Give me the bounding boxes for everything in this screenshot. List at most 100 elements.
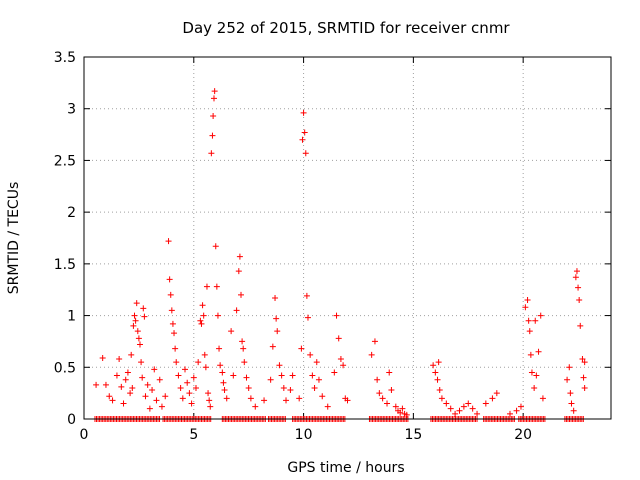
data-point xyxy=(171,330,178,337)
data-point xyxy=(272,294,279,301)
y-tick-label: 2.5 xyxy=(54,153,76,169)
data-point xyxy=(532,317,539,324)
data-point xyxy=(140,305,147,312)
x-tick-label: 10 xyxy=(295,427,313,443)
data-point xyxy=(213,283,220,290)
data-point xyxy=(127,390,134,397)
data-point xyxy=(283,397,290,404)
data-point xyxy=(223,395,230,402)
data-point xyxy=(247,395,254,402)
data-point xyxy=(570,407,577,414)
data-point xyxy=(169,320,176,327)
data-point xyxy=(371,338,378,345)
data-point xyxy=(238,291,245,298)
data-point xyxy=(469,405,476,412)
y-tick-label: 3.5 xyxy=(54,50,76,66)
data-point xyxy=(460,403,467,410)
plot-frame xyxy=(83,56,612,420)
data-point xyxy=(241,359,248,366)
data-point xyxy=(118,383,125,390)
data-point xyxy=(303,292,310,299)
data-point xyxy=(298,345,305,352)
data-point xyxy=(228,328,235,335)
data-point xyxy=(131,312,138,319)
data-point xyxy=(261,397,268,404)
data-point xyxy=(269,343,276,350)
data-point xyxy=(489,395,496,402)
data-point xyxy=(531,384,538,391)
data-point xyxy=(210,95,217,102)
data-point xyxy=(102,381,109,388)
data-point xyxy=(434,376,441,383)
data-point xyxy=(392,403,399,410)
data-point xyxy=(528,369,535,376)
data-point xyxy=(205,390,212,397)
data-point xyxy=(493,390,500,397)
data-point xyxy=(195,359,202,366)
x-axis-label: GPS time / hours xyxy=(287,460,404,476)
data-point xyxy=(522,304,529,311)
x-tick-label: 0 xyxy=(80,427,89,443)
data-point xyxy=(146,405,153,412)
data-point xyxy=(273,315,280,322)
data-point xyxy=(207,403,214,410)
data-point xyxy=(287,387,294,394)
data-point xyxy=(128,351,135,358)
axis-ticks: 0 5 10 15 20 0 0.5 1 1.5 2 2.5 3 3.5 xyxy=(54,50,611,443)
data-point xyxy=(179,395,186,402)
data-point xyxy=(172,345,179,352)
data-point xyxy=(141,313,148,320)
data-point xyxy=(539,395,546,402)
data-point xyxy=(527,351,534,358)
data-point xyxy=(384,400,391,407)
data-point xyxy=(158,403,165,410)
data-point xyxy=(302,150,309,157)
data-point xyxy=(144,381,151,388)
data-point xyxy=(399,405,406,412)
data-point xyxy=(576,297,583,304)
data-point xyxy=(201,351,208,358)
y-tick-label: 0.5 xyxy=(54,360,76,376)
data-point xyxy=(151,366,158,373)
data-point xyxy=(136,341,143,348)
data-point xyxy=(575,284,582,291)
y-tick-label: 2 xyxy=(67,205,76,221)
data-point xyxy=(198,320,205,327)
data-point xyxy=(299,136,306,143)
data-point xyxy=(208,150,215,157)
data-point xyxy=(276,362,283,369)
data-point xyxy=(199,302,206,309)
x-tick-label: 20 xyxy=(514,427,532,443)
data-point xyxy=(165,238,172,245)
data-point xyxy=(219,369,226,376)
data-point xyxy=(138,359,145,366)
data-point xyxy=(368,351,375,358)
data-point xyxy=(537,312,544,319)
data-point xyxy=(216,345,223,352)
data-point xyxy=(430,362,437,369)
data-point xyxy=(376,390,383,397)
data-point xyxy=(513,407,520,414)
y-tick-label: 0 xyxy=(67,412,76,428)
data-point xyxy=(149,387,156,394)
data-point xyxy=(581,384,588,391)
data-point xyxy=(482,400,489,407)
data-point xyxy=(120,400,127,407)
data-point xyxy=(236,253,243,260)
data-point xyxy=(109,397,116,404)
data-point xyxy=(577,322,584,329)
data-point xyxy=(217,362,224,369)
grid xyxy=(84,57,611,419)
data-point xyxy=(233,307,240,314)
data-point xyxy=(388,387,395,394)
data-point xyxy=(452,410,459,417)
data-point xyxy=(122,376,129,383)
data-point xyxy=(435,359,442,366)
data-point xyxy=(206,397,213,404)
data-point xyxy=(526,328,533,335)
y-axis-label: SRMTID / TECUs xyxy=(6,182,22,295)
data-point xyxy=(134,328,141,335)
data-point xyxy=(533,372,540,379)
data-point xyxy=(113,372,120,379)
data-point xyxy=(274,328,281,335)
